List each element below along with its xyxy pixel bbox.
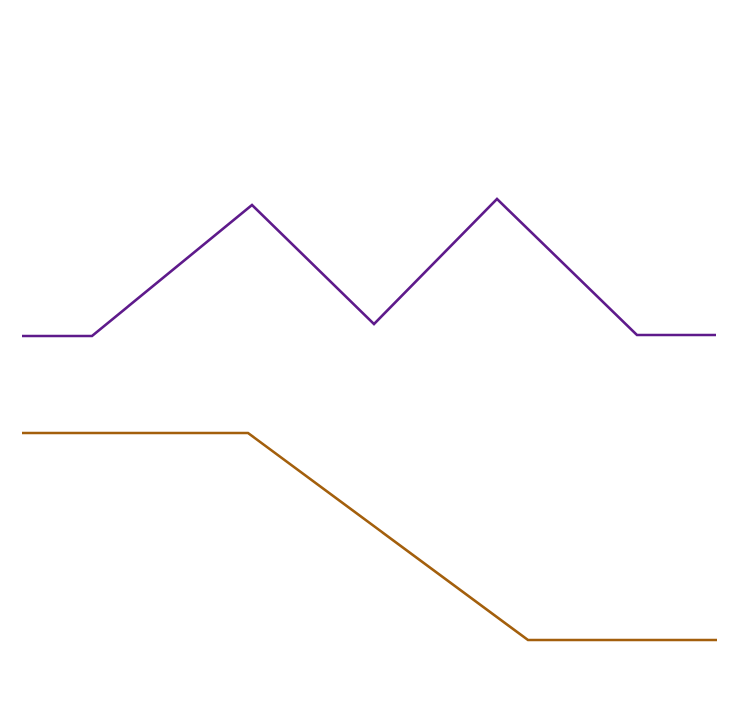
line-series [22,431,717,642]
line-series [22,197,716,338]
